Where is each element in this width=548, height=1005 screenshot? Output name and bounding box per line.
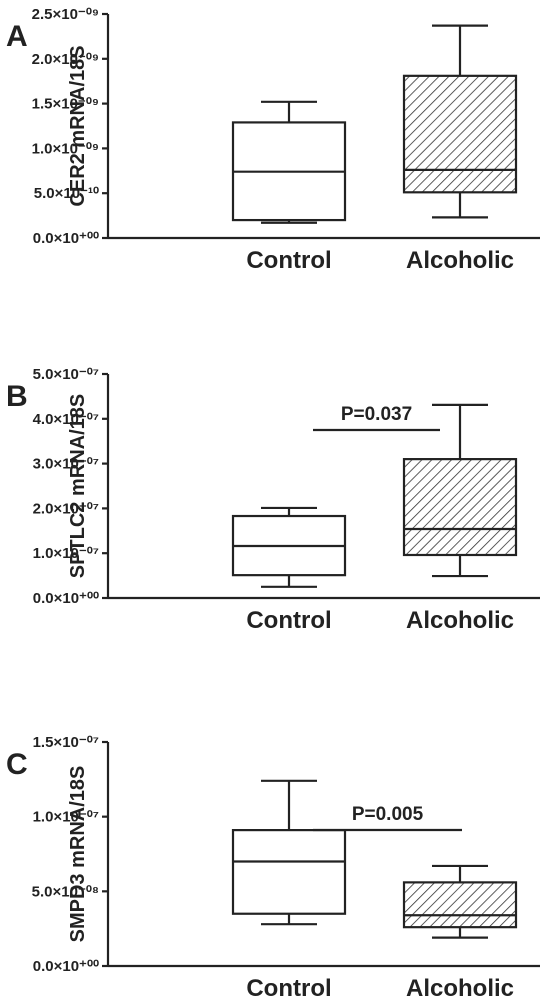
box	[402, 881, 518, 929]
y-tick-label: 2.5×10⁻⁰⁹	[32, 6, 99, 23]
panel-label: A	[6, 20, 28, 53]
x-tick-label: Control	[246, 607, 331, 634]
y-tick-label: 5.0×10⁻⁰⁸	[32, 883, 99, 900]
box	[402, 74, 518, 194]
panel-label: B	[6, 380, 28, 413]
p-value: P=0.037	[341, 404, 412, 425]
y-tick-label: 0.0×10⁺⁰⁰	[33, 230, 99, 247]
panel-label: C	[6, 748, 28, 781]
y-tick-label: 5.0×10⁻¹⁰	[34, 185, 99, 202]
y-tick-label: 3.0×10⁻⁰⁷	[33, 456, 99, 473]
y-axis-label: SMPD3 mRNA/18S	[67, 766, 89, 943]
y-tick-label: 0.0×10⁺⁰⁰	[33, 590, 99, 607]
y-tick-label: 0.0×10⁺⁰⁰	[33, 958, 99, 975]
box	[231, 829, 347, 915]
y-tick-label: 2.0×10⁻⁰⁷	[33, 500, 99, 517]
x-tick-label: Alcoholic	[406, 247, 514, 274]
y-tick-label: 4.0×10⁻⁰⁷	[33, 411, 99, 428]
y-tick-label: 1.0×10⁻⁰⁹	[32, 140, 99, 157]
y-tick-label: 2.0×10⁻⁰⁹	[32, 51, 99, 68]
y-axis-label: SPTLC2 mRNA/18S	[67, 394, 89, 579]
p-value: P=0.005	[352, 804, 424, 825]
y-tick-label: 5.0×10⁻⁰⁷	[33, 366, 99, 383]
box	[402, 458, 518, 557]
x-tick-label: Control	[246, 975, 331, 1000]
y-tick-label: 1.5×10⁻⁰⁹	[32, 96, 99, 113]
y-tick-label: 1.5×10⁻⁰⁷	[33, 734, 99, 751]
x-tick-label: Alcoholic	[406, 607, 514, 634]
y-axis-label: CER2 mRNA/18S	[67, 45, 89, 206]
x-tick-label: Control	[246, 247, 331, 274]
x-tick-label: Alcoholic	[406, 975, 514, 1000]
y-tick-label: 1.0×10⁻⁰⁷	[33, 545, 99, 562]
y-tick-label: 1.0×10⁻⁰⁷	[33, 809, 99, 826]
